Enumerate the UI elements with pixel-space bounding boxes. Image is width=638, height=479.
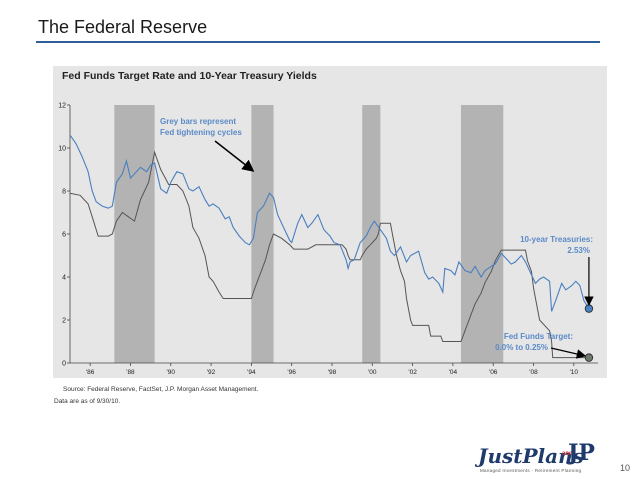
- tightening-note-line-2: Fed tightening cycles: [160, 128, 242, 137]
- y-tick-label: 12: [58, 103, 66, 110]
- fed-funds-annotation-value: 0.0% to 0.25%: [495, 343, 548, 352]
- y-tick-label: 6: [62, 232, 66, 239]
- x-tick-label: '94: [247, 369, 256, 376]
- logo-tagline: Managed Investments · Retirement Plannin…: [480, 468, 582, 473]
- treasury-annotation-label: 10-year Treasuries:: [520, 235, 593, 244]
- y-tick-label: 10: [58, 146, 66, 153]
- x-tick-label: '88: [126, 369, 135, 376]
- y-tick-label: 8: [62, 189, 66, 196]
- x-tick-label: '04: [449, 369, 458, 376]
- tightening-bar-2: [251, 105, 274, 363]
- title-divider: [36, 41, 600, 43]
- y-tick-label: 2: [62, 318, 66, 325]
- x-tick-label: '08: [529, 369, 538, 376]
- y-tick-label: 4: [62, 275, 66, 282]
- x-tick-label: '90: [167, 369, 176, 376]
- fed-funds-end-marker: [584, 353, 594, 362]
- x-tick-label: '96: [287, 369, 296, 376]
- chart-title: Fed Funds Target Rate and 10-Year Treasu…: [62, 70, 317, 82]
- fed-funds-annotation-label: Fed Funds Target:: [504, 332, 573, 341]
- y-tick-label: 0: [62, 361, 66, 368]
- x-tick-label: '98: [328, 369, 337, 376]
- source-note: Source: Federal Reserve, FactSet, J.P. M…: [63, 386, 259, 393]
- treasury-annotation-value: 2.53%: [567, 246, 590, 255]
- fed-funds-annotation-arrow: [550, 347, 587, 359]
- tightening-note-arrow: [214, 140, 255, 172]
- logo-partner-text: JP: [568, 440, 595, 466]
- slide-title: The Federal Reserve: [38, 17, 208, 37]
- tightening-bar-3: [362, 105, 381, 363]
- tightening-note-line-1: Grey bars represent: [160, 117, 236, 126]
- page-number: 10: [620, 463, 631, 473]
- treasury-end-marker: [584, 304, 594, 313]
- treasury-yield-line: [69, 134, 590, 312]
- logo-and-text: and: [562, 451, 573, 457]
- justplans-logo: JustPlans and JP Managed Investments · R…: [478, 440, 618, 476]
- x-tick-label: '86: [86, 369, 95, 376]
- logo-brand-text: JustPlans: [478, 444, 584, 468]
- tightening-bar-1: [114, 105, 155, 363]
- data-as-of-note: Data are as of 9/30/10.: [54, 398, 121, 405]
- x-tick-label: '10: [570, 369, 579, 376]
- x-tick-label: '00: [368, 369, 377, 376]
- tightening-bar-4: [460, 105, 504, 363]
- x-tick-label: '92: [207, 369, 216, 376]
- fed-funds-line: [69, 150, 589, 359]
- x-tick-label: '02: [408, 369, 417, 376]
- x-tick-label: '06: [489, 369, 498, 376]
